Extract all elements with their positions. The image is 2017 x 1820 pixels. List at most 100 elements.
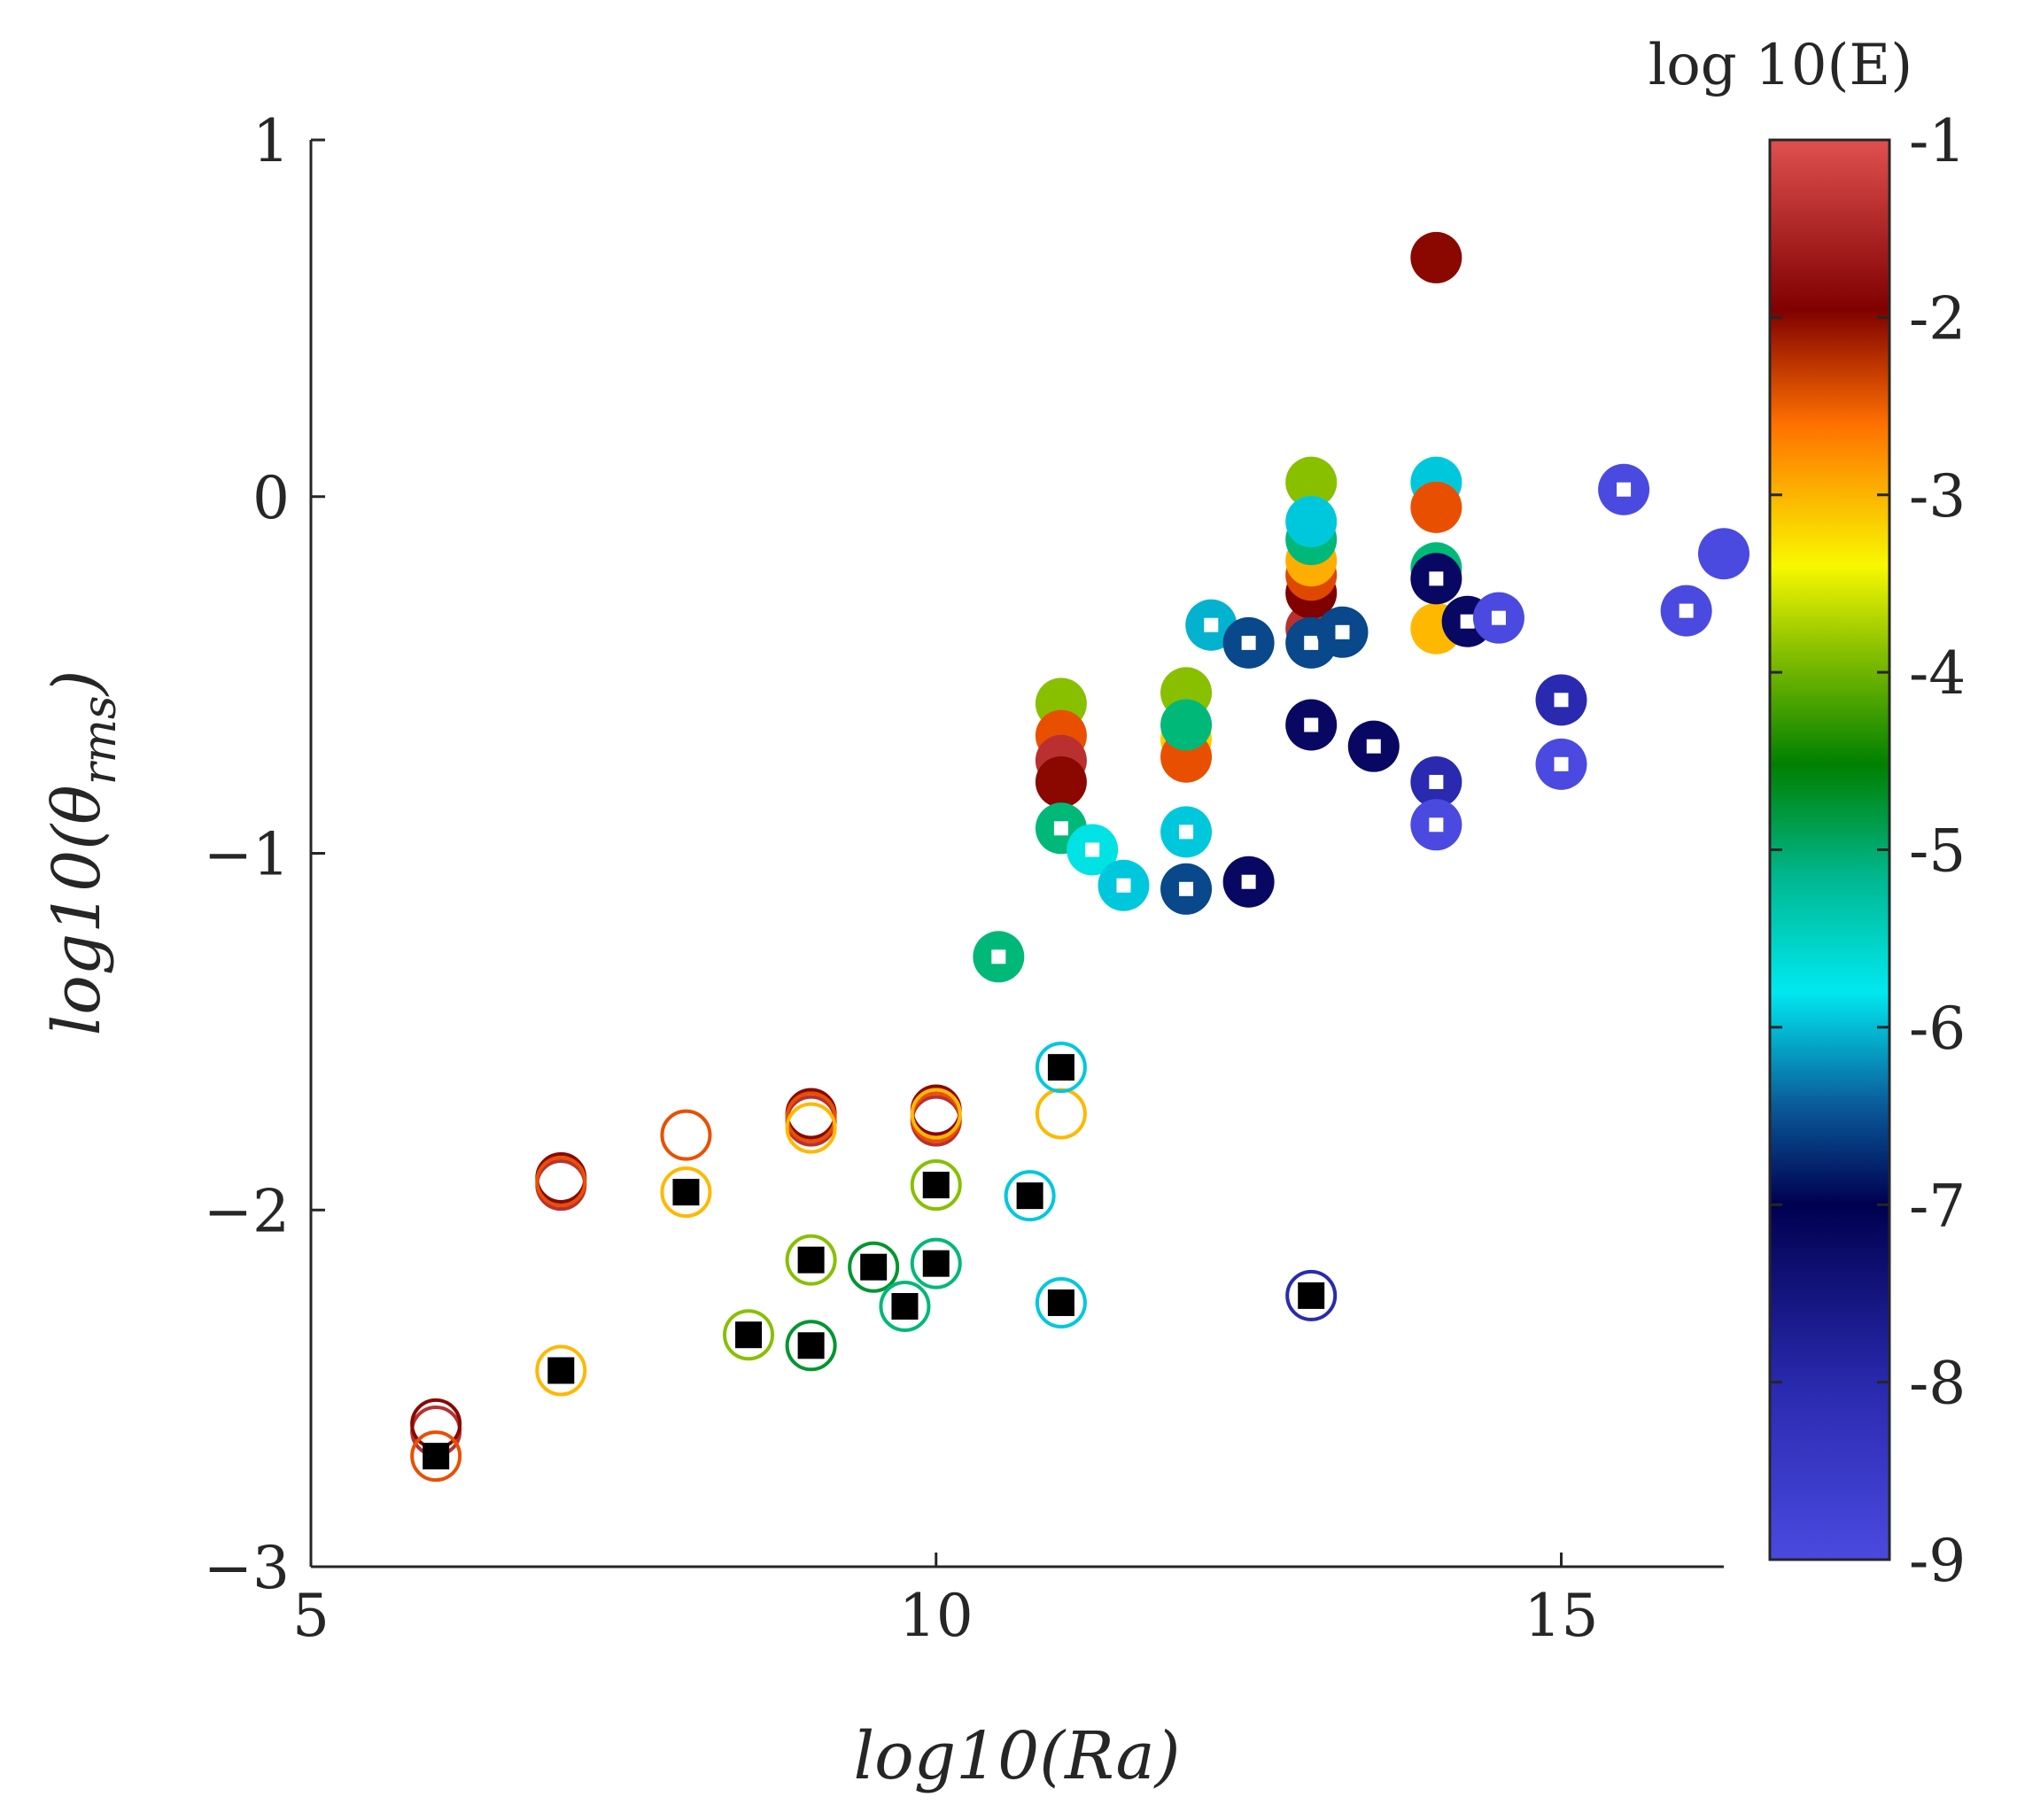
point-square-marker xyxy=(860,1253,888,1281)
point-square-marker xyxy=(1460,614,1475,629)
point-marker xyxy=(1285,1269,1338,1321)
data-point-filled-square xyxy=(1160,806,1213,858)
data-point-filled-square xyxy=(1535,738,1587,790)
colorbar-tick-label: -6 xyxy=(1909,995,1966,1063)
point-square-marker xyxy=(1554,693,1569,708)
data-point-filled xyxy=(1160,699,1213,751)
point-marker xyxy=(785,1091,837,1143)
point-marker xyxy=(660,1166,712,1219)
data-point-filled-square xyxy=(973,931,1025,983)
data-point-filled xyxy=(1285,495,1338,547)
colorbar-tick-label: -2 xyxy=(1909,284,1966,352)
data-points xyxy=(410,231,1749,1483)
data-point-open-square xyxy=(879,1280,931,1332)
point-square-marker xyxy=(547,1357,575,1384)
data-point-filled-square xyxy=(1410,755,1462,808)
plot-axes xyxy=(309,140,1724,1568)
data-point-filled-square xyxy=(1316,606,1369,658)
point-square-marker xyxy=(1679,603,1694,618)
data-point-filled-square xyxy=(1598,463,1650,515)
data-point-open xyxy=(535,1156,587,1208)
data-point-filled-square xyxy=(1285,699,1338,751)
point-square-marker xyxy=(922,1250,950,1277)
point-square-marker xyxy=(1304,717,1319,732)
data-point-open-square xyxy=(910,1159,962,1212)
data-point-open-square xyxy=(785,1234,837,1286)
y-tick-label: −3 xyxy=(204,1534,290,1602)
colorbar-tick-label: -5 xyxy=(1909,817,1966,886)
colorbar-title: log 10(E) xyxy=(1649,33,1912,98)
point-square-marker xyxy=(423,1443,450,1470)
point-square-marker xyxy=(1047,1054,1074,1081)
data-point-filled xyxy=(1285,456,1338,508)
data-point-filled-square xyxy=(1067,824,1119,876)
data-point-open-square xyxy=(910,1237,962,1289)
point-marker xyxy=(1160,699,1213,751)
data-point-filled xyxy=(1698,528,1749,580)
point-square-marker xyxy=(1204,617,1219,632)
point-square-marker xyxy=(1429,817,1444,833)
data-point-open-square xyxy=(535,1344,587,1397)
point-marker xyxy=(1410,231,1462,283)
data-point-filled-square xyxy=(1347,720,1400,772)
colorbar-tick-label: -4 xyxy=(1909,639,1966,708)
data-point-open-square xyxy=(785,1320,837,1372)
point-marker xyxy=(1410,481,1462,533)
y-axis-label-close: ) xyxy=(39,670,115,698)
data-point-open xyxy=(910,1088,962,1140)
point-square-marker xyxy=(991,949,1006,964)
point-marker xyxy=(1285,456,1338,508)
point-marker xyxy=(910,1237,962,1289)
colorbar-tick-label: -3 xyxy=(1909,462,1966,531)
data-point-filled xyxy=(1035,755,1087,808)
data-point-filled-square xyxy=(1535,674,1587,726)
data-point-open-square xyxy=(410,1430,462,1483)
data-point-open-square xyxy=(1035,1042,1087,1094)
point-square-marker xyxy=(1053,821,1068,836)
y-axis-label-main: log10(θ xyxy=(39,785,115,1035)
point-marker xyxy=(785,1102,837,1154)
point-square-marker xyxy=(1179,881,1194,896)
data-point-open-square xyxy=(1285,1269,1338,1321)
point-square-marker xyxy=(891,1292,919,1320)
svg-text:log10(θrms): log10(θrms) xyxy=(39,670,127,1036)
data-point-filled-square xyxy=(1472,592,1524,644)
point-marker xyxy=(1035,755,1087,808)
y-axis-label-sub: rms xyxy=(74,695,127,785)
point-square-marker xyxy=(1429,774,1444,789)
point-square-marker xyxy=(1366,739,1381,754)
y-tick-label: −2 xyxy=(204,1177,290,1245)
colorbar-gradient xyxy=(1768,138,1891,1561)
point-marker xyxy=(1035,1042,1087,1094)
data-point-open-square xyxy=(660,1166,712,1219)
point-marker xyxy=(879,1280,931,1332)
data-point-filled xyxy=(1410,481,1462,533)
point-square-marker xyxy=(1429,571,1444,586)
data-point-open-square xyxy=(1035,1276,1087,1328)
x-axis-ticks: 5 10 15 xyxy=(292,1553,1598,1650)
point-square-marker xyxy=(672,1179,700,1206)
point-marker xyxy=(660,1109,712,1161)
point-square-marker xyxy=(1491,610,1506,625)
point-square-marker xyxy=(1179,825,1194,840)
point-square-marker xyxy=(797,1246,825,1274)
x-tick-label: 5 xyxy=(292,1582,330,1650)
colorbar: log 10(E) -1 -2 -3 -4 -5 -6 -7 -8 -9 xyxy=(1649,33,1967,1595)
point-marker xyxy=(1004,1170,1056,1222)
point-marker xyxy=(723,1309,775,1361)
point-marker xyxy=(410,1430,462,1483)
point-square-marker xyxy=(1016,1182,1043,1210)
data-point-filled-square xyxy=(1410,553,1462,605)
point-square-marker xyxy=(922,1172,950,1199)
point-marker xyxy=(535,1156,587,1208)
point-square-marker xyxy=(1241,635,1256,650)
point-marker xyxy=(785,1234,837,1286)
data-point-open-square xyxy=(723,1309,775,1361)
y-tick-label: −1 xyxy=(204,821,290,889)
point-square-marker xyxy=(797,1332,825,1359)
point-marker xyxy=(785,1320,837,1372)
y-axis-label: log10(θrms) xyxy=(39,670,127,1036)
point-square-marker xyxy=(1617,482,1632,497)
colorbar-tick-label: -7 xyxy=(1909,1172,1966,1240)
